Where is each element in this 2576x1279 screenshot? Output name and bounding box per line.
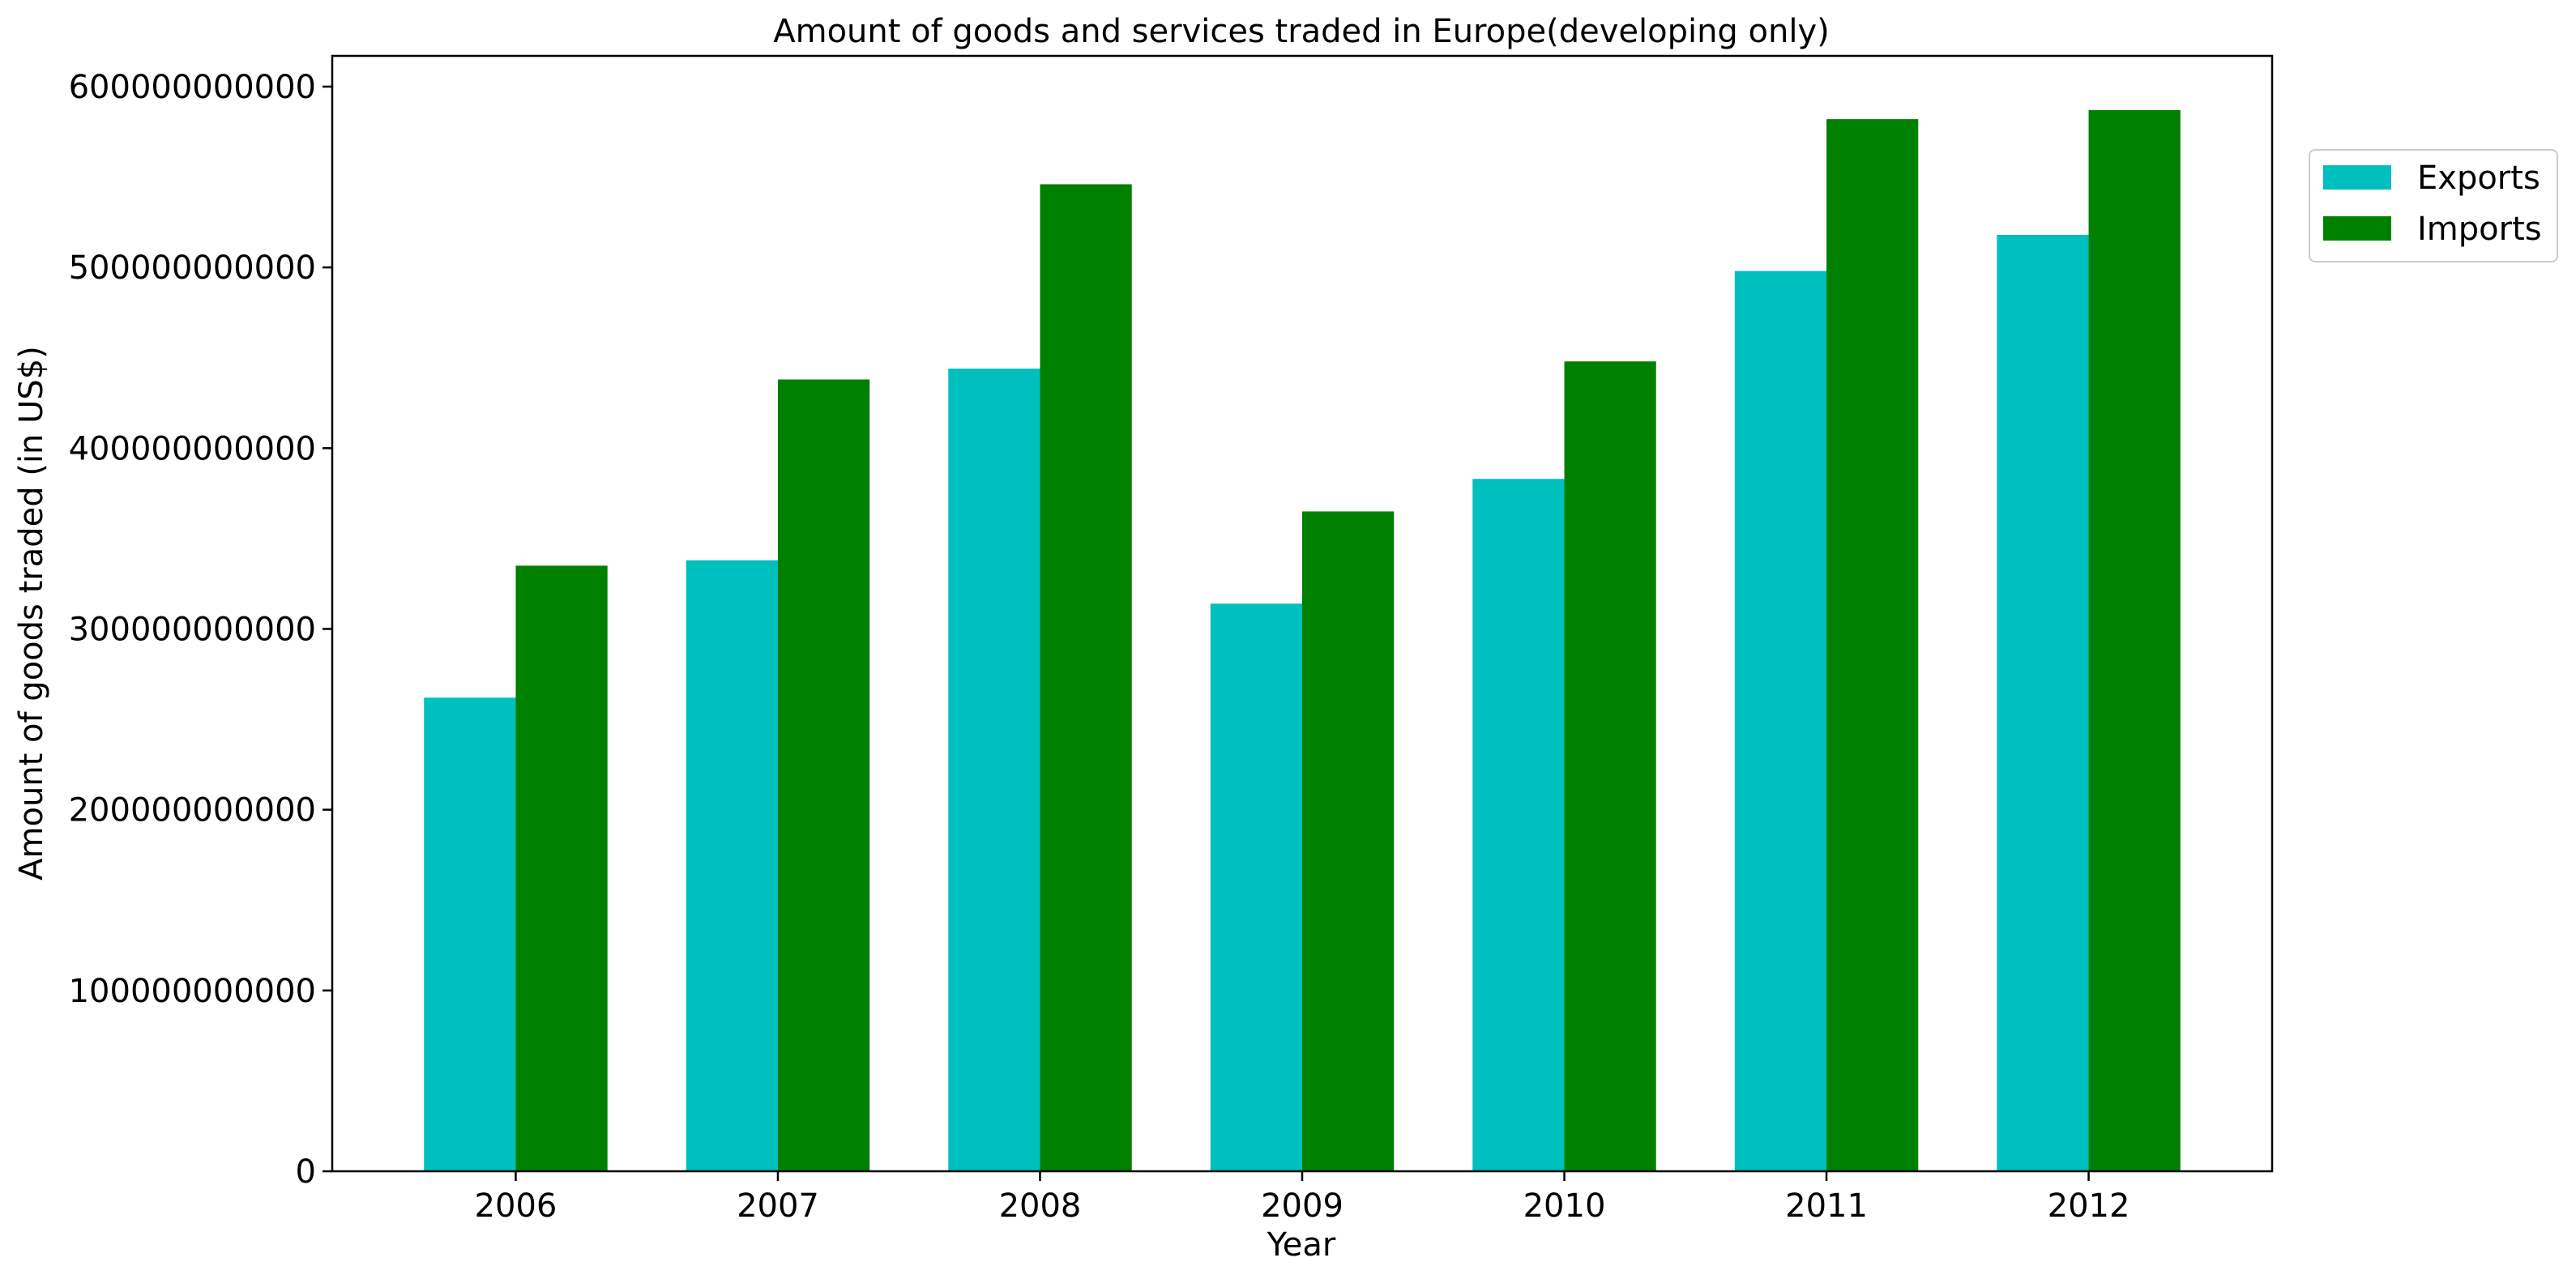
legend-swatch-exports bbox=[2323, 165, 2391, 190]
bar-exports-2006 bbox=[424, 697, 516, 1171]
bar-exports-2009 bbox=[1210, 603, 1302, 1171]
bar-imports-2007 bbox=[777, 379, 870, 1171]
legend-label-imports: Imports bbox=[2417, 211, 2542, 248]
y-tick-label: 500000000000 bbox=[69, 249, 316, 287]
bar-imports-2012 bbox=[2088, 109, 2181, 1172]
x-tick-label: 2009 bbox=[1261, 1187, 1344, 1225]
x-tick-label: 2006 bbox=[475, 1187, 557, 1225]
bar-imports-2006 bbox=[515, 565, 608, 1171]
legend-swatch-imports bbox=[2323, 216, 2391, 241]
bar-exports-2012 bbox=[1997, 234, 2089, 1172]
bar-exports-2008 bbox=[948, 369, 1040, 1172]
bar-imports-2008 bbox=[1040, 184, 1132, 1172]
chart-title: Amount of goods and services traded in E… bbox=[773, 13, 1830, 50]
x-tick-label: 2007 bbox=[737, 1187, 819, 1225]
legend-label-exports: Exports bbox=[2417, 160, 2540, 197]
bar-imports-2010 bbox=[1564, 361, 1656, 1171]
y-tick-label: 300000000000 bbox=[69, 611, 316, 648]
x-axis-ticks: 2006 2007 2008 2009 2010 2011 2012 bbox=[475, 1171, 2130, 1225]
x-tick-label: 2011 bbox=[1785, 1187, 1868, 1225]
bar-exports-2007 bbox=[686, 560, 778, 1171]
bar-imports-2009 bbox=[1302, 511, 1395, 1171]
x-tick-label: 2008 bbox=[999, 1187, 1082, 1225]
bar-exports-2011 bbox=[1734, 271, 1827, 1172]
bars-layer bbox=[424, 109, 2181, 1172]
y-axis-ticks: 0 100000000000 200000000000 300000000000 400… bbox=[69, 69, 332, 1191]
y-tick-label: 200000000000 bbox=[69, 792, 316, 829]
y-tick-label: 0 bbox=[296, 1153, 316, 1191]
x-axis-label: Year bbox=[1267, 1226, 1336, 1264]
legend: Exports Imports bbox=[2309, 149, 2558, 262]
x-tick-label: 2010 bbox=[1523, 1187, 1606, 1225]
y-tick-label: 600000000000 bbox=[69, 69, 316, 106]
y-tick-label: 100000000000 bbox=[69, 973, 316, 1010]
y-tick-label: 400000000000 bbox=[69, 430, 316, 467]
y-axis-label: Amount of goods traded (in US$) bbox=[13, 346, 50, 880]
bar-exports-2010 bbox=[1472, 479, 1565, 1171]
x-tick-label: 2012 bbox=[2048, 1187, 2130, 1225]
bar-imports-2011 bbox=[1826, 119, 1919, 1172]
